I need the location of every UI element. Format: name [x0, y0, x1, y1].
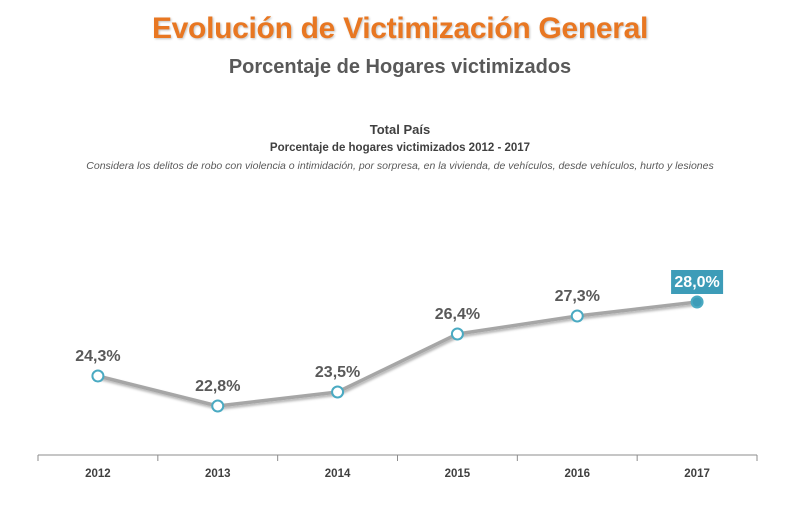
data-point [450, 327, 464, 341]
x-tick-label: 2016 [564, 468, 590, 480]
chart-note: Considera los delitos de robo con violen… [86, 160, 714, 172]
data-label: 27,3% [555, 288, 600, 305]
data-label: 26,4% [435, 306, 480, 323]
data-label: 24,3% [75, 348, 120, 365]
chart-title: Total País [369, 122, 431, 137]
chart-subtitle: Porcentaje de hogares victimizados 2012 … [269, 142, 531, 154]
data-label: 22,8% [195, 378, 240, 395]
page-subtitle: Porcentaje de Hogares victimizados [228, 56, 572, 78]
x-tick-label: 2017 [684, 468, 710, 480]
data-point [570, 309, 584, 323]
data-point [331, 385, 345, 399]
page-title: Evolución de Victimización General [151, 12, 649, 45]
x-tick-label: 2013 [205, 468, 231, 480]
data-point [91, 369, 105, 383]
x-tick-label: 2015 [445, 468, 471, 480]
data-point [690, 295, 704, 309]
data-point [211, 399, 225, 413]
x-tick-label: 2012 [85, 468, 111, 480]
x-tick-label: 2014 [325, 468, 351, 480]
data-label: 23,5% [315, 364, 360, 381]
data-label: 28,0% [674, 274, 719, 291]
highlight-label-box [671, 270, 724, 294]
series-line [97, 300, 698, 408]
